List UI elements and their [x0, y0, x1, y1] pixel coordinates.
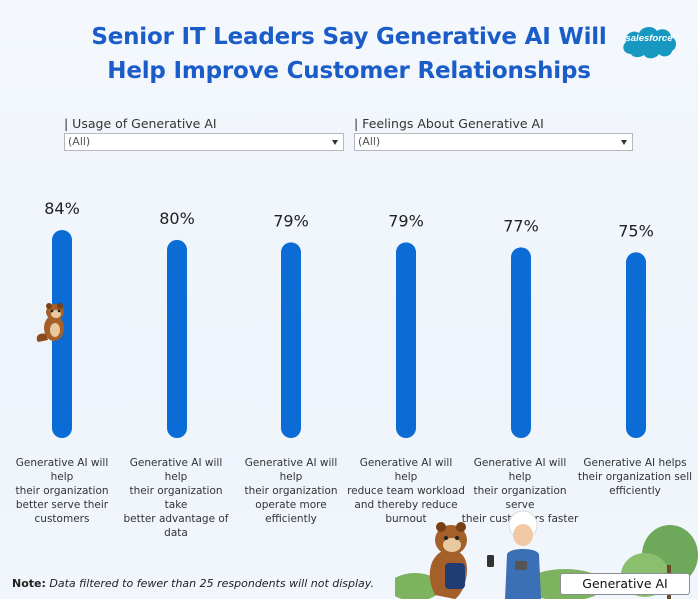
cloud-icon: [623, 27, 677, 59]
data-label-5: 77%: [503, 216, 539, 235]
bar-category-label-line: reduce team workload: [347, 485, 465, 497]
data-label-2: 80%: [159, 209, 195, 228]
bar-category-label-line: Generative AI will help: [359, 457, 453, 483]
filter-label-feelings: | Feelings About Generative AI: [354, 116, 544, 131]
bar-category-label-line: burnout: [385, 513, 427, 525]
title-line-1: Senior IT Leaders Say Generative AI Will: [91, 24, 607, 50]
bar-category-label-4: Generative AI will help reduce team work…: [347, 456, 465, 526]
bar-6[interactable]: [626, 252, 646, 438]
bar-category-label-line: their organization serve: [473, 485, 567, 511]
bar-category-label-line: their organization sell: [577, 471, 693, 483]
feelings-filter-value: (All): [358, 135, 381, 148]
bar-category-label-line: Generative AI will help: [15, 457, 109, 483]
bar-category-label-line: Generative AI will help: [244, 457, 338, 483]
title-line-2: Help Improve Customer Relationships: [107, 58, 591, 84]
data-label-1: 84%: [44, 199, 80, 218]
data-label-4: 79%: [388, 211, 424, 230]
bar-category-label-line: efficiently: [609, 485, 661, 497]
usage-filter-select[interactable]: (All): [64, 133, 344, 151]
bar-category-label-line: and thereby reduce: [354, 499, 458, 511]
bar-category-label-2: Generative AI will help their organizati…: [117, 456, 235, 540]
bar-category-label-line: their organization take: [129, 485, 223, 511]
footnote: Note: Data filtered to fewer than 25 res…: [12, 577, 374, 590]
tab-generative-ai[interactable]: Generative AI: [560, 573, 690, 595]
mascot-illustration: [36, 303, 64, 342]
bar-3[interactable]: [281, 242, 301, 438]
bar-category-label-line: data: [164, 527, 188, 539]
feelings-filter-select[interactable]: (All): [354, 133, 633, 151]
bar-category-label-6: Generative AI helps their organization s…: [576, 456, 694, 498]
page-title: Senior IT Leaders Say Generative AI Will…: [40, 20, 658, 88]
bar-4[interactable]: [396, 242, 416, 438]
salesforce-logo[interactable]: salesforce: [619, 20, 679, 62]
bar-category-label-line: customers: [34, 513, 90, 525]
bar-category-label-line: their organization: [15, 485, 109, 497]
data-label-6: 75%: [618, 221, 654, 240]
chevron-down-icon: [621, 140, 627, 145]
bar-category-label-line: better advantage of: [123, 513, 229, 525]
note-text: Data filtered to fewer than 25 responden…: [49, 577, 374, 590]
mascots-illustration: [395, 510, 698, 599]
bar-2[interactable]: [167, 239, 187, 438]
chevron-down-icon: [332, 140, 338, 145]
bar-chart: 84% 80% 79% 79% 77% 75%: [44, 199, 654, 438]
data-label-3: 79%: [273, 211, 309, 230]
note-label: Note:: [12, 577, 46, 590]
bar-category-label-line: Generative AI will help: [473, 457, 567, 483]
bar-category-label-line: operate more efficiently: [255, 499, 327, 525]
bar-category-label-1: Generative AI will help their organizati…: [3, 456, 121, 526]
bar-category-label-3: Generative AI will help their organizati…: [232, 456, 350, 526]
usage-filter-value: (All): [68, 135, 91, 148]
bar-category-label-line: better serve their: [15, 499, 109, 511]
filter-label-usage: | Usage of Generative AI: [64, 116, 217, 131]
bar-category-label-line: Generative AI will help: [129, 457, 223, 483]
bar-category-label-line: Generative AI helps: [583, 457, 687, 469]
logo-text: salesforce: [625, 33, 673, 44]
bar-5[interactable]: [511, 247, 531, 438]
bar-category-label-line: their organization: [244, 485, 338, 497]
